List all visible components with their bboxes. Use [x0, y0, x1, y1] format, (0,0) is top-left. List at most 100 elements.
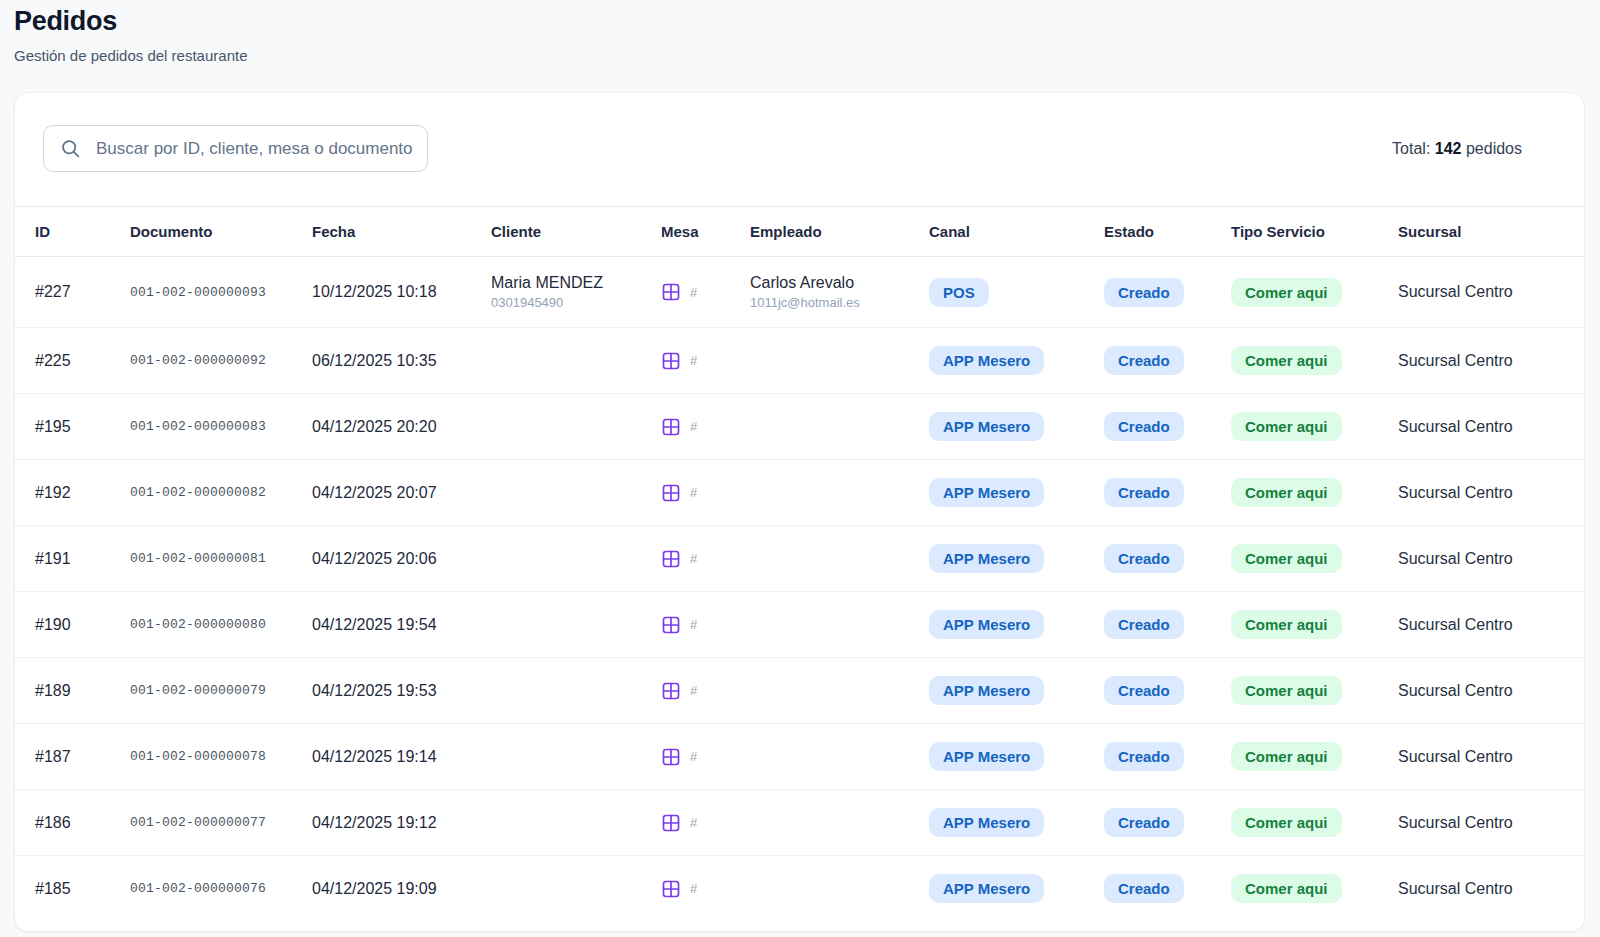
- order-sucursal: Sucursal Centro: [1398, 460, 1584, 526]
- order-fecha: 04/12/2025 19:54: [312, 592, 491, 658]
- order-mesa: #: [661, 282, 750, 302]
- estado-badge: Creado: [1104, 610, 1184, 639]
- order-id: #225: [35, 352, 71, 369]
- order-cliente: Maria MENDEZ 0301945490: [491, 274, 661, 310]
- order-id: #185: [35, 880, 71, 897]
- order-documento: 001-002-000000078: [130, 724, 312, 790]
- order-id: #195: [35, 418, 71, 435]
- canal-badge: APP Mesero: [929, 346, 1044, 375]
- canal-badge: APP Mesero: [929, 676, 1044, 705]
- table-grid-icon: [661, 747, 681, 767]
- order-fecha: 04/12/2025 19:09: [312, 856, 491, 922]
- order-mesa: #: [661, 549, 750, 569]
- mesa-number: #: [690, 285, 697, 300]
- column-header-fecha: Fecha: [312, 207, 491, 257]
- table-grid-icon: [661, 813, 681, 833]
- table-row[interactable]: #225 001-002-000000092 06/12/2025 10:35 …: [15, 328, 1584, 394]
- estado-badge: Creado: [1104, 676, 1184, 705]
- column-header-empleado: Empleado: [750, 207, 929, 257]
- estado-badge: Creado: [1104, 808, 1184, 837]
- table-grid-icon: [661, 549, 681, 569]
- order-fecha: 06/12/2025 10:35: [312, 328, 491, 394]
- orders-card: Total: 142 pedidos ID Documento Fecha Cl…: [14, 92, 1585, 932]
- table-grid-icon: [661, 879, 681, 899]
- order-id: #186: [35, 814, 71, 831]
- page-subtitle: Gestión de pedidos del restaurante: [14, 47, 1600, 64]
- table-grid-icon: [661, 282, 681, 302]
- tipo-servicio-badge: Comer aqui: [1231, 610, 1342, 639]
- table-grid-icon: [661, 483, 681, 503]
- tipo-servicio-badge: Comer aqui: [1231, 808, 1342, 837]
- mesa-number: #: [690, 815, 697, 830]
- column-header-mesa: Mesa: [661, 207, 750, 257]
- estado-badge: Creado: [1104, 544, 1184, 573]
- order-sucursal: Sucursal Centro: [1398, 328, 1584, 394]
- column-header-sucursal: Sucursal: [1398, 207, 1584, 257]
- table-grid-icon: [661, 615, 681, 635]
- order-fecha: 04/12/2025 20:20: [312, 394, 491, 460]
- estado-badge: Creado: [1104, 278, 1184, 307]
- order-fecha: 04/12/2025 20:07: [312, 460, 491, 526]
- search-input[interactable]: [43, 125, 428, 172]
- table-grid-icon: [661, 417, 681, 437]
- estado-badge: Creado: [1104, 478, 1184, 507]
- table-row[interactable]: #191 001-002-000000081 04/12/2025 20:06 …: [15, 526, 1584, 592]
- table-row[interactable]: #189 001-002-000000079 04/12/2025 19:53 …: [15, 658, 1584, 724]
- order-mesa: #: [661, 483, 750, 503]
- tipo-servicio-badge: Comer aqui: [1231, 676, 1342, 705]
- order-documento: 001-002-000000079: [130, 658, 312, 724]
- mesa-number: #: [690, 419, 697, 434]
- order-mesa: #: [661, 879, 750, 899]
- order-documento: 001-002-000000081: [130, 526, 312, 592]
- table-row[interactable]: #227 001-002-000000093 10/12/2025 10:18 …: [15, 257, 1584, 328]
- cliente-nombre: Maria MENDEZ: [491, 274, 661, 292]
- table-grid-icon: [661, 681, 681, 701]
- order-sucursal: Sucursal Centro: [1398, 526, 1584, 592]
- canal-badge: APP Mesero: [929, 808, 1044, 837]
- table-row[interactable]: #187 001-002-000000078 04/12/2025 19:14 …: [15, 724, 1584, 790]
- order-mesa: #: [661, 417, 750, 437]
- order-sucursal: Sucursal Centro: [1398, 592, 1584, 658]
- tipo-servicio-badge: Comer aqui: [1231, 346, 1342, 375]
- table-row[interactable]: #190 001-002-000000080 04/12/2025 19:54 …: [15, 592, 1584, 658]
- order-documento: 001-002-000000076: [130, 856, 312, 922]
- search-field-wrapper: [43, 125, 428, 172]
- order-sucursal: Sucursal Centro: [1398, 394, 1584, 460]
- mesa-number: #: [690, 683, 697, 698]
- column-header-cliente: Cliente: [491, 207, 661, 257]
- tipo-servicio-badge: Comer aqui: [1231, 874, 1342, 903]
- orders-table: ID Documento Fecha Cliente Mesa Empleado…: [15, 206, 1584, 922]
- order-fecha: 04/12/2025 20:06: [312, 526, 491, 592]
- canal-badge: APP Mesero: [929, 874, 1044, 903]
- tipo-servicio-badge: Comer aqui: [1231, 742, 1342, 771]
- table-grid-icon: [661, 351, 681, 371]
- mesa-number: #: [690, 617, 697, 632]
- order-documento: 001-002-000000092: [130, 328, 312, 394]
- canal-badge: APP Mesero: [929, 742, 1044, 771]
- tipo-servicio-badge: Comer aqui: [1231, 478, 1342, 507]
- order-documento: 001-002-000000077: [130, 790, 312, 856]
- tipo-servicio-badge: Comer aqui: [1231, 412, 1342, 441]
- estado-badge: Creado: [1104, 346, 1184, 375]
- total-suffix: pedidos: [1466, 140, 1522, 157]
- table-row[interactable]: #192 001-002-000000082 04/12/2025 20:07 …: [15, 460, 1584, 526]
- cliente-documento: 0301945490: [491, 295, 661, 310]
- order-id: #192: [35, 484, 71, 501]
- column-header-tipo-servicio: Tipo Servicio: [1231, 207, 1398, 257]
- table-row[interactable]: #185 001-002-000000076 04/12/2025 19:09 …: [15, 856, 1584, 922]
- table-row[interactable]: #186 001-002-000000077 04/12/2025 19:12 …: [15, 790, 1584, 856]
- page-title: Pedidos: [14, 6, 1600, 37]
- canal-badge: APP Mesero: [929, 544, 1044, 573]
- table-row[interactable]: #195 001-002-000000083 04/12/2025 20:20 …: [15, 394, 1584, 460]
- order-fecha: 10/12/2025 10:18: [312, 257, 491, 328]
- order-mesa: #: [661, 747, 750, 767]
- page-header: Pedidos Gestión de pedidos del restauran…: [0, 0, 1600, 64]
- tipo-servicio-badge: Comer aqui: [1231, 544, 1342, 573]
- mesa-number: #: [690, 881, 697, 896]
- order-sucursal: Sucursal Centro: [1398, 658, 1584, 724]
- tipo-servicio-badge: Comer aqui: [1231, 278, 1342, 307]
- mesa-number: #: [690, 485, 697, 500]
- canal-badge: POS: [929, 278, 989, 307]
- order-fecha: 04/12/2025 19:12: [312, 790, 491, 856]
- order-documento: 001-002-000000083: [130, 394, 312, 460]
